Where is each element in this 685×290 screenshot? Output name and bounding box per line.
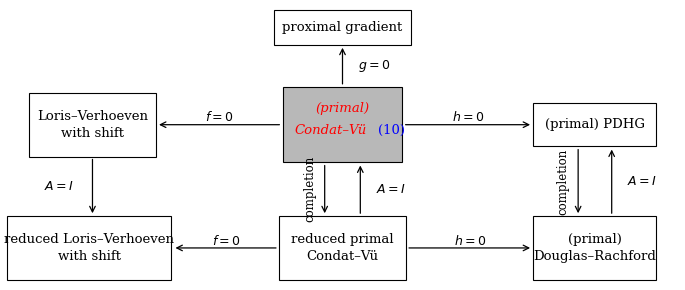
Text: $g=0$: $g=0$ — [358, 58, 390, 74]
Text: completion: completion — [557, 148, 569, 215]
Text: $h=0$: $h=0$ — [451, 110, 484, 124]
Text: (primal) PDHG: (primal) PDHG — [545, 118, 645, 131]
Bar — [29, 93, 156, 157]
Text: $f=0$: $f=0$ — [212, 234, 240, 248]
Bar — [7, 216, 171, 280]
Bar — [533, 216, 656, 280]
Text: Douglas–Rachford: Douglas–Rachford — [533, 250, 656, 263]
Text: (primal): (primal) — [315, 102, 370, 115]
Text: with shift: with shift — [58, 250, 121, 263]
Bar — [274, 10, 411, 45]
Text: $A=I$: $A=I$ — [376, 183, 406, 196]
Text: with shift: with shift — [61, 127, 124, 140]
Text: (10): (10) — [377, 124, 405, 137]
Text: (primal): (primal) — [568, 233, 621, 246]
Text: $A=I$: $A=I$ — [44, 180, 74, 193]
Text: reduced Loris–Verhoeven: reduced Loris–Verhoeven — [4, 233, 174, 246]
Text: $h=0$: $h=0$ — [453, 234, 486, 248]
Bar — [533, 103, 656, 146]
Text: $A=I$: $A=I$ — [627, 175, 658, 188]
Text: completion: completion — [303, 156, 316, 222]
Text: Loris–Verhoeven: Loris–Verhoeven — [37, 110, 148, 122]
Text: $f=0$: $f=0$ — [205, 110, 234, 124]
Text: proximal gradient: proximal gradient — [282, 21, 403, 34]
Text: Condat–Vü: Condat–Vü — [294, 124, 366, 137]
Text: reduced primal: reduced primal — [291, 233, 394, 246]
Text: Condat–Vü: Condat–Vü — [306, 250, 379, 263]
Bar — [279, 216, 406, 280]
Bar — [282, 87, 402, 162]
